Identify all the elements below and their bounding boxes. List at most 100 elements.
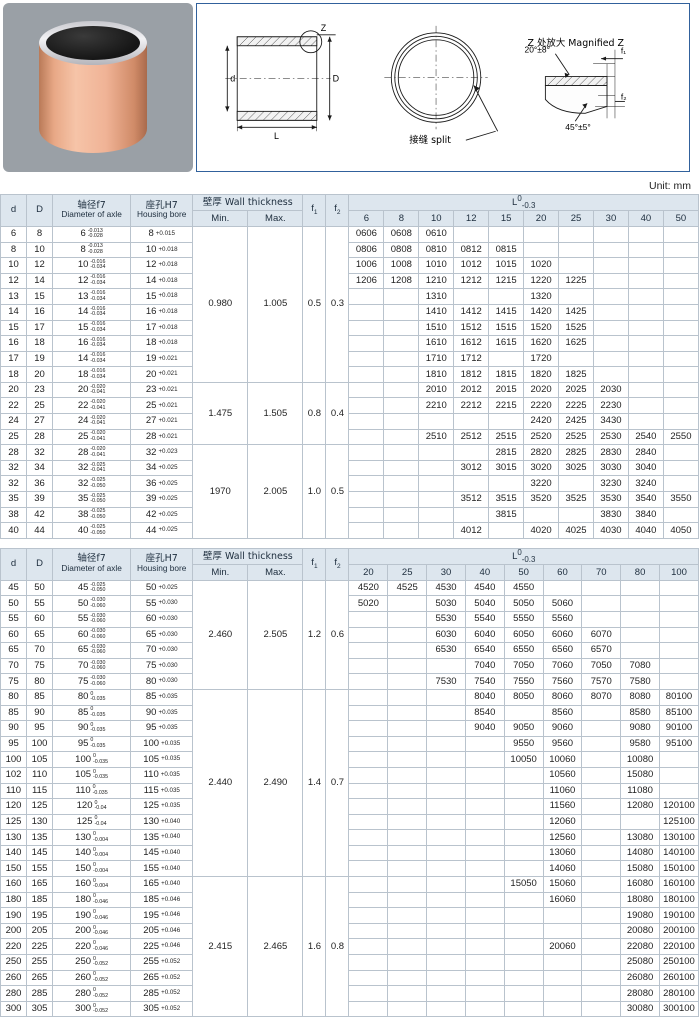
cell-length-8 [383, 288, 420, 305]
cell-length-20 [348, 844, 389, 862]
cell-length-15 [488, 225, 525, 243]
cell-length-15 [488, 475, 525, 493]
cell-length-100: 190100 [658, 907, 699, 924]
cell-length-100: 300100 [658, 1000, 699, 1017]
cell-length-80: 11080 [620, 782, 660, 800]
label-f2: f₂ [621, 91, 627, 101]
table-row: 14 16 14 -0.016 -0.034 16 +0.018 1410 1412 1415 1… [0, 303, 699, 321]
cell-length-6 [348, 444, 385, 461]
cell-housing-bore: 95 +0.035 [130, 720, 194, 737]
cell-d: 16 [0, 335, 28, 352]
cell-length-20 [348, 704, 389, 722]
cell-d: 18 [0, 366, 28, 383]
cell-length-100: 280100 [658, 985, 699, 1002]
cell-axle-diameter: 38 -0.025 -0.050 [52, 506, 132, 524]
cell-housing-bore: 305 +0.052 [130, 1000, 194, 1017]
cell-housing-bore: 16 +0.018 [130, 303, 194, 321]
cell-D: 20 [26, 366, 54, 383]
cell-D: 19 [26, 350, 54, 368]
cell-length-80: 13080 [620, 829, 660, 846]
cell-length-30: 4030 [593, 522, 629, 539]
cell-d: 35 [0, 491, 28, 508]
cell-axle-diameter: 14 -0.016 -0.034 [52, 350, 132, 368]
cell-length-50 [662, 225, 699, 243]
col-header-d: d [0, 547, 28, 581]
cell-length-60: 7060 [542, 657, 583, 675]
cell-length-50 [503, 969, 544, 987]
cell-length-25 [387, 688, 428, 706]
cell-length-25 [558, 225, 594, 243]
cell-length-25: 2525 [558, 428, 594, 446]
cell-length-40 [627, 257, 664, 274]
cell-housing-bore: 90 +0.035 [130, 704, 194, 722]
cell-length-6 [348, 319, 385, 337]
cell-axle-diameter: 35 -0.025 -0.050 [52, 491, 132, 508]
cell-length-50 [503, 891, 544, 909]
cell-length-40: 3540 [627, 491, 664, 508]
cell-housing-bore: 36 +0.025 [130, 475, 194, 493]
cell-length-50 [662, 366, 699, 383]
cell-d: 125 [0, 813, 28, 831]
cell-length-80: 10080 [620, 751, 660, 768]
cell-length-30 [593, 272, 629, 290]
cell-axle-diameter: 60 -0.030 -0.060 [52, 626, 132, 644]
cell-length-20 [348, 751, 389, 768]
cell-length-20 [348, 922, 389, 940]
cell-D: 135 [26, 829, 54, 846]
cell-length-20 [348, 813, 389, 831]
table-row: 40 44 40 -0.025 -0.050 44 +0.025 4012 4020 4025… [0, 522, 699, 539]
cell-length-25 [387, 876, 428, 893]
table-row: 55 60 55 -0.030 -0.060 60 +0.030 5530 5540 5550 5… [0, 610, 699, 628]
cell-length-80: 18080 [620, 891, 660, 909]
col-header-length-30: 30 [593, 210, 629, 227]
cell-f2: 0.3 [325, 225, 350, 383]
cell-length-50 [662, 335, 699, 352]
cell-length-30: 3030 [593, 459, 629, 477]
cell-length-25 [387, 766, 428, 784]
label-angle-bottom: 45°±5° [565, 122, 590, 132]
cell-length-20 [348, 782, 389, 800]
cell-axle-diameter: 85 0 -0.035 [52, 704, 132, 722]
col-header-length-50: 50 [662, 210, 699, 227]
cell-d: 55 [0, 610, 28, 628]
cell-length-15 [488, 522, 525, 539]
table-row: 16 18 16 -0.016 -0.034 18 +0.018 1610 1612 1615 1… [0, 335, 699, 352]
cell-length-20 [523, 241, 560, 259]
cell-wall-max: 2.005 [247, 444, 304, 539]
cell-length-20 [523, 506, 560, 524]
cell-length-8 [383, 491, 420, 508]
cell-D: 42 [26, 506, 54, 524]
col-header-length-60: 60 [542, 564, 583, 581]
table-row: 13 15 13 -0.016 -0.034 15 +0.018 1310 1320 [0, 288, 699, 305]
cell-length-50 [662, 350, 699, 368]
unit-label: Unit: mm [649, 180, 691, 192]
cell-d: 70 [0, 657, 28, 675]
cell-length-10: 2510 [418, 428, 455, 446]
cell-length-60: 11060 [542, 782, 583, 800]
cell-length-40 [464, 844, 505, 862]
cell-length-40 [627, 397, 664, 415]
col-header-length-100: 100 [658, 564, 699, 581]
cell-length-50 [662, 241, 699, 259]
cell-length-20: 1520 [523, 319, 560, 337]
cell-length-40: 4040 [627, 522, 664, 539]
cell-D: 95 [26, 720, 54, 737]
cell-length-50 [503, 829, 544, 846]
drawing-svg: d D L Z 接缝 split Z 处放大 Magnified Z [225, 23, 627, 146]
cell-length-80: 14080 [620, 844, 660, 862]
cell-length-30: 5030 [426, 595, 466, 612]
cell-length-50 [503, 766, 544, 784]
cell-D: 115 [26, 782, 54, 800]
cell-length-100 [658, 751, 699, 768]
cell-length-12 [453, 506, 490, 524]
cell-length-25 [558, 257, 594, 274]
cell-length-70 [581, 954, 622, 971]
cell-length-40: 3840 [627, 506, 664, 524]
cell-D: 100 [26, 735, 54, 753]
cell-housing-bore: 27 +0.021 [130, 413, 194, 430]
cell-length-50 [503, 954, 544, 971]
cell-length-30 [426, 1000, 466, 1017]
cell-D: 28 [26, 428, 54, 446]
cell-length-100 [658, 673, 699, 690]
cell-length-80: 7080 [620, 657, 660, 675]
